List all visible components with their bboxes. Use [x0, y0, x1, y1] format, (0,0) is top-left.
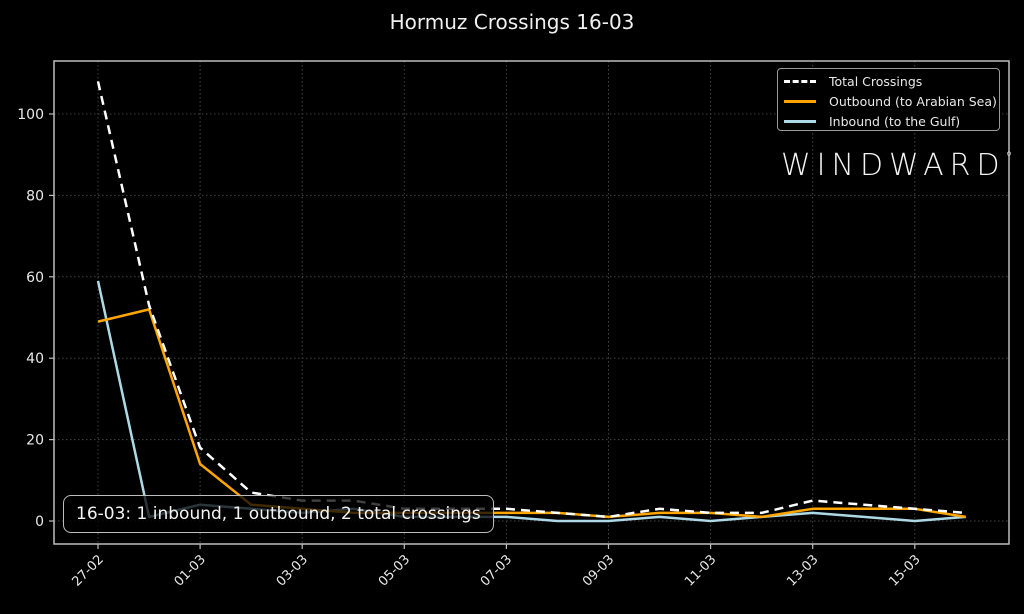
legend-label: Outbound (to Arabian Sea) — [829, 93, 997, 109]
orange-line-icon — [784, 99, 816, 103]
legend-item-outbound: Outbound (to Arabian Sea) — [784, 91, 999, 111]
series-line-total — [96, 81, 966, 519]
x-tick-label: 15-03 — [886, 552, 923, 589]
logo-text: WINDWARD — [781, 148, 1006, 183]
y-tick-label: 80 — [26, 188, 44, 204]
x-tick-label: 05-03 — [376, 552, 413, 589]
legend-item-total: Total Crossings — [784, 71, 999, 91]
legend-label: Total Crossings — [829, 73, 923, 89]
x-tick-label: 01-03 — [172, 552, 209, 589]
y-tick-label: 100 — [17, 107, 44, 123]
y-tick-label: 0 — [35, 514, 44, 530]
y-tick-label: 20 — [26, 433, 44, 449]
x-tick-label: 13-03 — [784, 552, 821, 589]
legend: Total Crossings Outbound (to Arabian Sea… — [777, 68, 1000, 131]
legend-label: Inbound (to the Gulf) — [829, 113, 961, 129]
legend-item-inbound: Inbound (to the Gulf) — [784, 111, 999, 131]
x-tick-label: 27-02 — [70, 552, 107, 589]
logo-degree-mark: ° — [1005, 150, 1013, 166]
x-tick-label: 07-03 — [478, 552, 515, 589]
series-line-outbound — [97, 308, 966, 519]
grid-lines — [54, 61, 1009, 544]
dashed-line-icon — [784, 79, 816, 83]
annotation-text: 16-03: 1 inbound, 1 outbound, 2 total cr… — [76, 504, 481, 524]
y-tick-label: 40 — [26, 351, 44, 367]
chart-title: Hormuz Crossings 16-03 — [389, 10, 635, 34]
y-tick-label: 60 — [26, 270, 44, 286]
x-axis: 27-02 01-03 03-03 05-03 07-03 09-03 11-03 13-03… — [70, 544, 924, 590]
annotation-box: 16-03: 1 inbound, 1 outbound, 2 total cr… — [63, 495, 494, 533]
windward-logo: WINDWARD° — [781, 148, 1013, 183]
x-tick-label: 09-03 — [580, 552, 617, 589]
plot-frame — [53, 60, 1010, 545]
y-axis: 0 20 40 60 80 100 — [17, 107, 54, 530]
blue-line-icon — [784, 119, 816, 123]
x-tick-label: 03-03 — [274, 552, 311, 589]
x-tick-label: 11-03 — [682, 552, 719, 589]
